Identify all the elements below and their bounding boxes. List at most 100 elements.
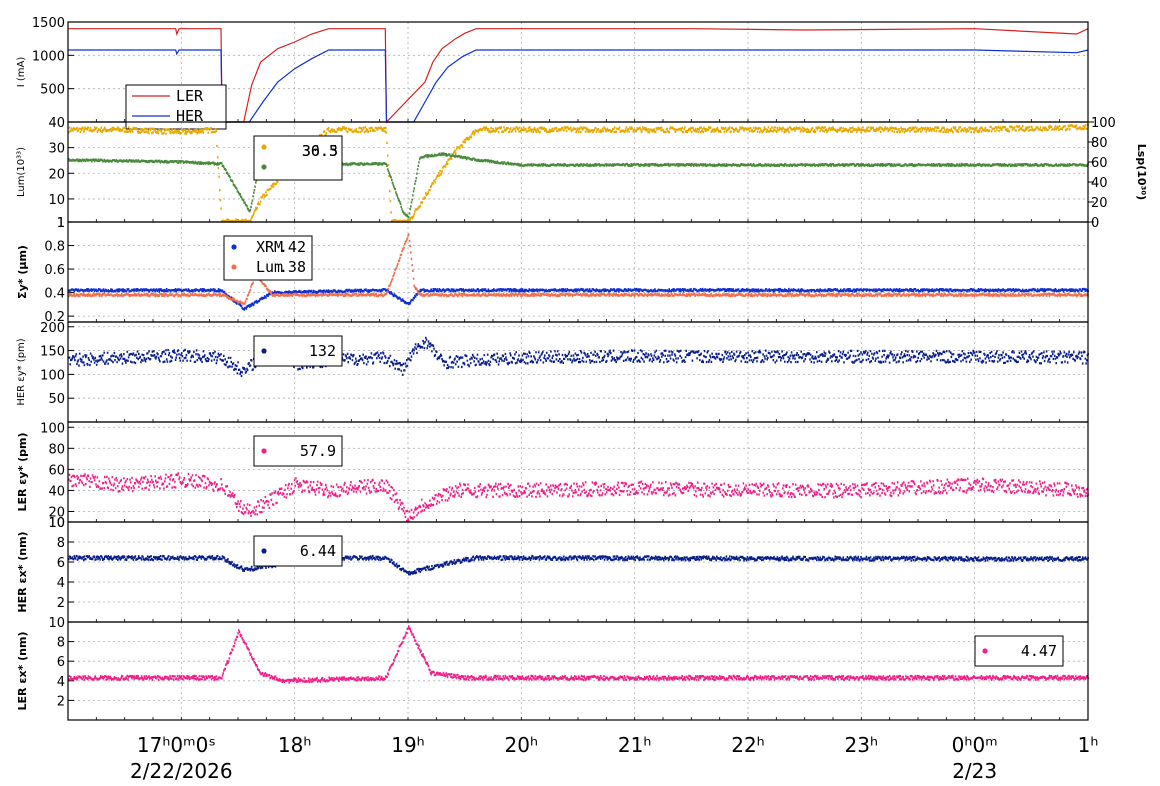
- legend: XRM.42 Lum.38: [223, 235, 313, 281]
- y-tick-label: 10: [48, 516, 65, 531]
- legend-value: .42: [279, 238, 306, 256]
- y-tick-label: 8: [57, 636, 65, 651]
- x-tick-label: 23ʰ: [845, 733, 879, 757]
- legend-label: LER: [176, 87, 204, 105]
- legend-value: 132: [309, 342, 336, 360]
- legend-label: HER: [176, 107, 204, 125]
- legend-box: [253, 535, 343, 567]
- panel-frame: [67, 621, 1089, 721]
- legend-value: 6.44: [300, 542, 336, 560]
- legend-value: 57.9: [300, 442, 336, 460]
- panel-7: 2 4 6 8 10 LER εx* (nm) 4.47: [16, 616, 1089, 721]
- legend-marker: [261, 448, 267, 454]
- series-points-0: [68, 336, 1089, 378]
- y-tick-label: 0.8: [44, 240, 65, 255]
- x-tick-label: 0ʰ0ᵐ: [952, 733, 998, 757]
- panel-4: 50 100 150 200 HER εy* (pm) 132: [16, 321, 1089, 423]
- legend-value: 30.5: [302, 142, 338, 160]
- legend-label: Lum: [256, 258, 283, 276]
- y-tick-label: 40: [48, 116, 65, 131]
- legend-value: 4.47: [1021, 642, 1057, 660]
- legend-box: [223, 235, 313, 281]
- legend-value: .38: [279, 258, 306, 276]
- y2-tick-label: 0: [1091, 216, 1099, 231]
- panel-2: 1 10 20 30 40 Lum(10³³) 0 20 40 60 80 100 Lsp(10³⁰) 3…: [16, 116, 1148, 231]
- y2-tick-label: 20: [1091, 196, 1108, 211]
- y-tick-label: 6: [57, 556, 65, 571]
- legend-box: [253, 335, 343, 367]
- y-tick-label: 60: [48, 463, 65, 478]
- panel-frame: [67, 521, 1089, 623]
- legend-marker: [261, 144, 267, 150]
- y-tick-label: 30: [48, 142, 65, 157]
- y-tick-label: 4: [57, 576, 65, 591]
- legend: 6.44: [253, 535, 343, 567]
- x-date-label: 2/23: [952, 759, 997, 782]
- y-tick-label: 20: [48, 505, 65, 520]
- y2-tick-label: 60: [1091, 156, 1108, 171]
- y-tick-label: 1000: [32, 49, 65, 64]
- legend-label: XRM: [256, 238, 283, 256]
- x-tick-label: 19ʰ: [391, 733, 425, 757]
- y-tick-label: 6: [57, 655, 65, 670]
- y-tick-label: 2: [57, 596, 65, 611]
- legend-value: 36.3: [302, 142, 338, 160]
- y-axis-label: HER εx* (nm): [16, 531, 29, 612]
- x-axis: 17ʰ0ᵐ0ˢ 18ʰ 19ʰ 20ʰ 21ʰ 22ʰ 23ʰ 0ʰ0ᵐ 1ʰ 2/22/2026…: [130, 733, 1098, 783]
- x-tick-label: 21ʰ: [618, 733, 652, 757]
- y-tick-label: 10: [48, 193, 65, 208]
- legend-box: [253, 435, 343, 467]
- x-tick-label: 20ʰ: [505, 733, 539, 757]
- y-tick-label: 1500: [32, 16, 65, 31]
- y2-tick-label: 100: [1091, 116, 1116, 131]
- series-points-0: [68, 472, 1089, 523]
- x-tick-label: 22ʰ: [731, 733, 765, 757]
- legend-marker: [231, 244, 237, 250]
- y2-tick-label: 80: [1091, 136, 1108, 151]
- y2-tick-label: 40: [1091, 176, 1108, 191]
- y-tick-label: 80: [48, 442, 65, 457]
- y-tick-label: 1: [57, 216, 65, 231]
- series-points-0: [68, 554, 1089, 576]
- panel-6: 2 4 6 8 10 HER εx* (nm) 6.44: [16, 516, 1089, 623]
- panel-frame: [67, 221, 1089, 323]
- y-tick-label: 100: [40, 368, 65, 383]
- series-points-1: [68, 233, 1089, 306]
- panel-frame: [67, 321, 1089, 423]
- series-line-her: [68, 49, 1089, 123]
- y-tick-label: 0.2: [44, 310, 65, 325]
- y-axis-label: I (mA): [16, 57, 27, 88]
- y-tick-label: 20: [48, 167, 65, 182]
- legend-marker: [982, 648, 988, 654]
- panel-3: 0.2 0.4 0.6 0.8 1 Σy* (μm) XRM.42 Lum.38: [16, 216, 1089, 325]
- legend: 132: [253, 335, 343, 367]
- legend-marker: [231, 264, 237, 270]
- series-points-0: [68, 287, 1089, 311]
- legend: 36.330.5: [253, 135, 343, 181]
- y-tick-label: 150: [40, 345, 65, 360]
- x-date-label: 2/22/2026: [130, 759, 233, 782]
- y-tick-label: 1: [57, 216, 65, 231]
- y-axis-label: LER εx* (nm): [16, 632, 29, 711]
- panel-frame: [67, 121, 1089, 223]
- y-tick-label: 500: [40, 83, 65, 98]
- y-axis-label: Σy* (μm): [16, 245, 29, 299]
- legend-marker: [261, 164, 267, 170]
- legend: 57.9: [253, 435, 343, 467]
- y-axis-label: Lum(10³³): [16, 147, 27, 197]
- y-tick-label: 0.4: [44, 287, 65, 302]
- y-tick-label: 10: [48, 616, 65, 631]
- y-tick-label: 100: [40, 421, 65, 436]
- legend: 4.47: [974, 635, 1064, 667]
- legend-marker: [261, 348, 267, 354]
- y-tick-label: 50: [48, 392, 65, 407]
- y-tick-label: 2: [57, 694, 65, 709]
- y2-axis-label: Lsp(10³⁰): [1135, 144, 1148, 200]
- y-tick-label: 0.6: [44, 263, 65, 278]
- legend-marker: [261, 548, 267, 554]
- panel-1: 500 1000 1500 I (mA) LER HER: [16, 16, 1089, 130]
- y-tick-label: 10: [48, 516, 65, 531]
